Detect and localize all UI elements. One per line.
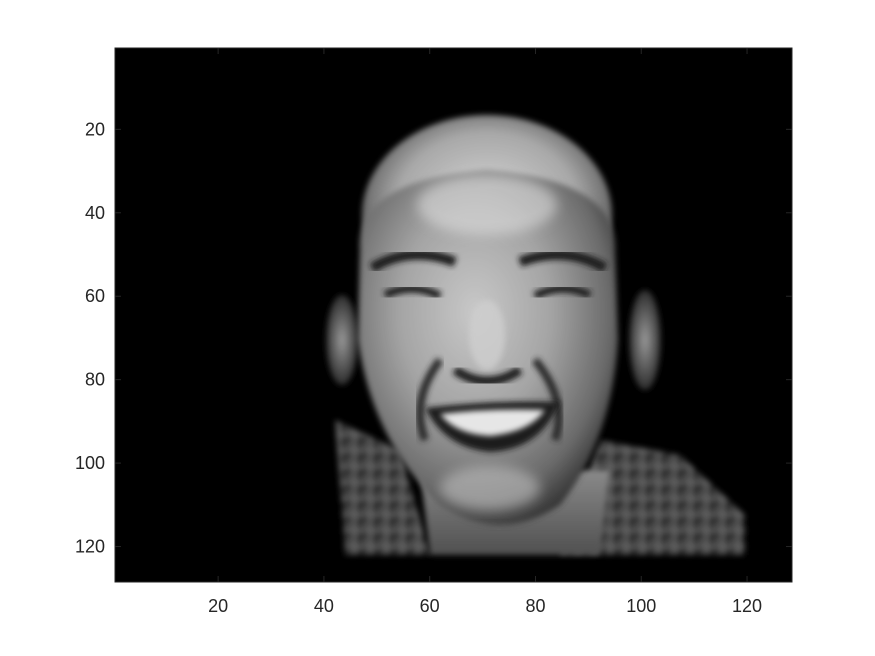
right-eyebrow xyxy=(518,249,608,273)
forehead-highlight xyxy=(417,175,557,235)
x-axis: 20 40 60 80 100 120 xyxy=(208,48,762,616)
x-tick-label: 40 xyxy=(314,596,334,616)
right-ear xyxy=(629,290,661,390)
y-tick-label: 60 xyxy=(85,286,105,306)
chin xyxy=(440,466,540,510)
y-tick-label: 80 xyxy=(85,370,105,390)
x-tick-label: 60 xyxy=(420,596,440,616)
left-smile-line xyxy=(416,357,444,442)
nose-highlight xyxy=(469,300,505,370)
y-tick-label: 40 xyxy=(85,203,105,223)
y-tick-label: 100 xyxy=(75,453,105,473)
right-eye xyxy=(533,284,592,300)
image-area xyxy=(115,48,792,582)
x-tick-label: 100 xyxy=(626,596,656,616)
x-tick-label: 80 xyxy=(525,596,545,616)
left-eye xyxy=(383,284,442,300)
plaid-shirt-right xyxy=(560,440,745,555)
right-smile-line xyxy=(531,357,563,442)
left-ear xyxy=(326,295,358,385)
face-icon xyxy=(326,115,745,555)
y-axis: 20 40 60 80 100 120 xyxy=(75,119,792,557)
y-tick-label: 20 xyxy=(85,119,105,139)
y-tick-label: 120 xyxy=(75,537,105,557)
axes-frame xyxy=(114,47,793,583)
plaid-shirt xyxy=(335,420,430,555)
teeth xyxy=(440,409,545,436)
x-tick-label: 20 xyxy=(208,596,228,616)
nose-base xyxy=(452,366,523,386)
x-tick-label: 120 xyxy=(732,596,762,616)
left-eyebrow xyxy=(369,249,457,273)
